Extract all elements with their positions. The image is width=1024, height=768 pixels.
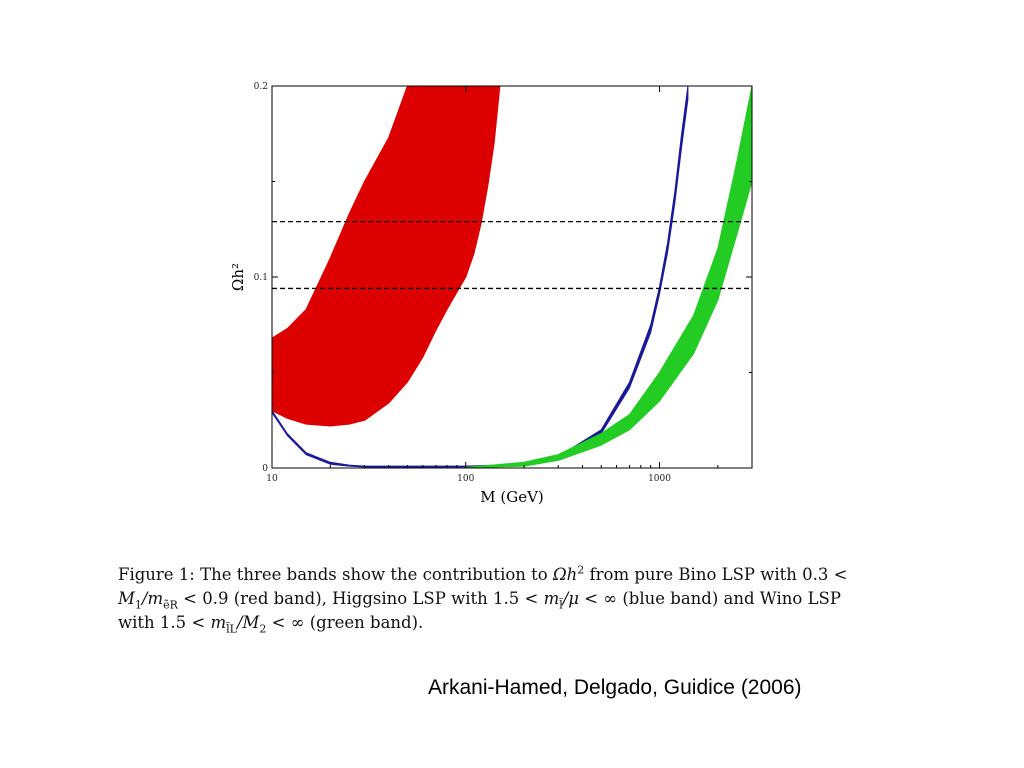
caption-text: < ∞ (blue band) and Wino LSP	[584, 589, 841, 608]
reference-lines	[272, 220, 752, 290]
caption-text: The three bands show the contribution to	[200, 565, 548, 584]
caption-text: < ∞ (green band).	[271, 613, 424, 632]
chart: 10 100 1000 0 0.1 0.2 M (GeV) Ωh²	[229, 82, 753, 506]
series-band-0	[272, 86, 501, 427]
math-symbol: /M	[236, 613, 260, 632]
caption-line-1: Figure 1: The three bands show the contr…	[118, 563, 908, 587]
x-tick-label: 1000	[648, 474, 671, 484]
subscript: 1	[134, 598, 142, 612]
caption-text: from pure Bino LSP with 0.3 <	[589, 565, 848, 584]
subscript: 2	[259, 622, 267, 636]
x-tick-label: 10	[266, 474, 278, 484]
x-tick-label: 100	[457, 474, 474, 484]
series-band-2	[465, 86, 752, 468]
subscript: l̃L	[226, 622, 237, 636]
y-tick-label: 0.2	[254, 82, 268, 92]
superscript: 2	[577, 563, 585, 577]
subscript: ẽR	[163, 598, 178, 612]
math-symbol: m	[543, 589, 560, 608]
caption-text: with 1.5 <	[118, 613, 206, 632]
caption-line-3: with 1.5 < ml̃L/M2 < ∞ (green band).	[118, 611, 908, 635]
omega-symbol: Ωh	[552, 565, 578, 584]
attribution: Arkani-Hamed, Delgado, Guidice (2006)	[428, 676, 802, 699]
math-symbol: /m	[141, 589, 164, 608]
y-tick-label: 0	[262, 464, 268, 474]
caption-text: < 0.9 (red band), Higgsino LSP with 1.5 …	[183, 589, 539, 608]
subscript: l̃	[559, 598, 563, 612]
caption-line-2: M1/mẽR < 0.9 (red band), Higgsino LSP wi…	[118, 587, 908, 611]
figure-caption: Figure 1: The three bands show the contr…	[118, 563, 908, 635]
x-axis-label: M (GeV)	[480, 488, 544, 506]
y-axis-label: Ωh²	[229, 263, 247, 291]
math-symbol: /μ	[562, 589, 580, 608]
math-symbol: M	[118, 589, 135, 608]
math-symbol: m	[210, 613, 227, 632]
figure-label: Figure 1:	[118, 565, 195, 584]
ticks-layer: 10 100 1000 0 0.1 0.2	[254, 82, 753, 484]
y-tick-label: 0.1	[254, 273, 268, 283]
